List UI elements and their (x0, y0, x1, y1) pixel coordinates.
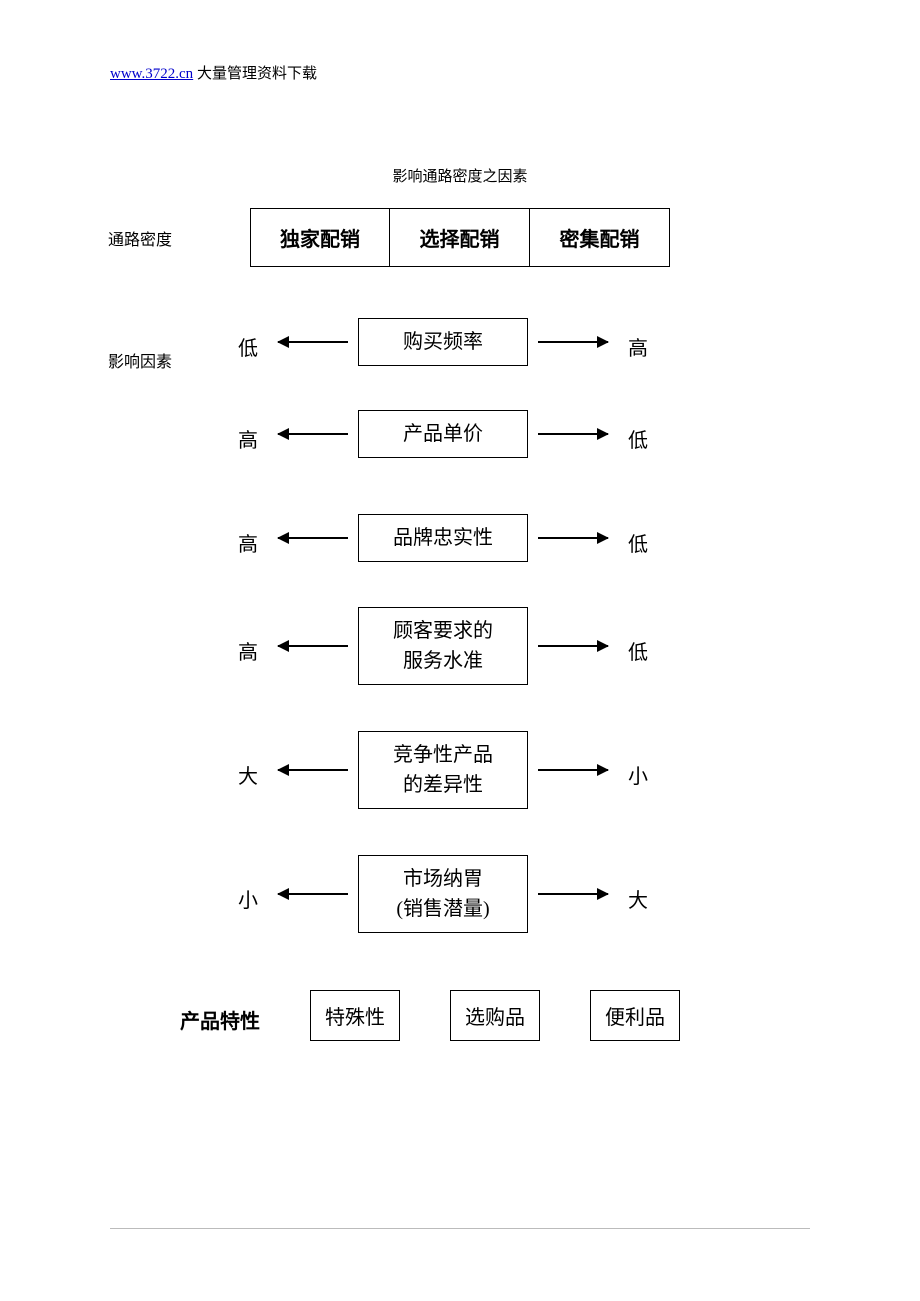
factor-box: 品牌忠实性 (358, 514, 528, 562)
factor-box: 顾客要求的服务水准 (358, 607, 528, 685)
density-label: 通路密度 (108, 226, 172, 250)
factor-box: 市场纳胃(销售潜量) (358, 855, 528, 933)
arrow-right-icon (538, 537, 608, 539)
factor-box: 竞争性产品的差异性 (358, 731, 528, 809)
factor-left-label: 小 (238, 884, 258, 913)
factor-right-label: 高 (628, 332, 648, 361)
arrow-left-icon (278, 433, 348, 435)
source-link[interactable]: www.3722.cn (110, 66, 193, 82)
arrow-left-icon (278, 341, 348, 343)
arrow-right-icon (538, 645, 608, 647)
density-intensive: 密集配销 (530, 208, 670, 267)
factor-left-label: 大 (238, 760, 258, 789)
product-special: 特殊性 (310, 990, 400, 1041)
factor-right-label: 低 (628, 636, 648, 665)
header-source: www.3722.cn 大量管理资料下载 (110, 62, 317, 83)
arrow-right-icon (538, 341, 608, 343)
factor-left-label: 高 (238, 424, 258, 453)
factor-left-label: 低 (238, 332, 258, 361)
arrow-right-icon (538, 769, 608, 771)
factor-box: 购买频率 (358, 318, 528, 366)
factor-right-label: 低 (628, 424, 648, 453)
density-row: 独家配销 选择配销 密集配销 (250, 208, 670, 267)
product-label: 产品特性 (180, 1005, 260, 1034)
footer-divider (110, 1228, 810, 1229)
density-selective: 选择配销 (390, 208, 530, 267)
arrow-left-icon (278, 645, 348, 647)
arrow-right-icon (538, 893, 608, 895)
source-suffix: 大量管理资料下载 (193, 66, 317, 82)
product-convenience: 便利品 (590, 990, 680, 1041)
factor-box: 产品单价 (358, 410, 528, 458)
factor-right-label: 低 (628, 528, 648, 557)
factor-right-label: 大 (628, 884, 648, 913)
page-title: 影响通路密度之因素 (0, 165, 920, 186)
density-exclusive: 独家配销 (250, 208, 390, 267)
arrow-left-icon (278, 769, 348, 771)
factor-left-label: 高 (238, 636, 258, 665)
product-shopping: 选购品 (450, 990, 540, 1041)
arrow-left-icon (278, 893, 348, 895)
arrow-left-icon (278, 537, 348, 539)
factor-left-label: 高 (238, 528, 258, 557)
arrow-right-icon (538, 433, 608, 435)
product-row: 特殊性 选购品 便利品 (310, 990, 680, 1041)
factor-right-label: 小 (628, 760, 648, 789)
factors-label: 影响因素 (108, 348, 172, 372)
